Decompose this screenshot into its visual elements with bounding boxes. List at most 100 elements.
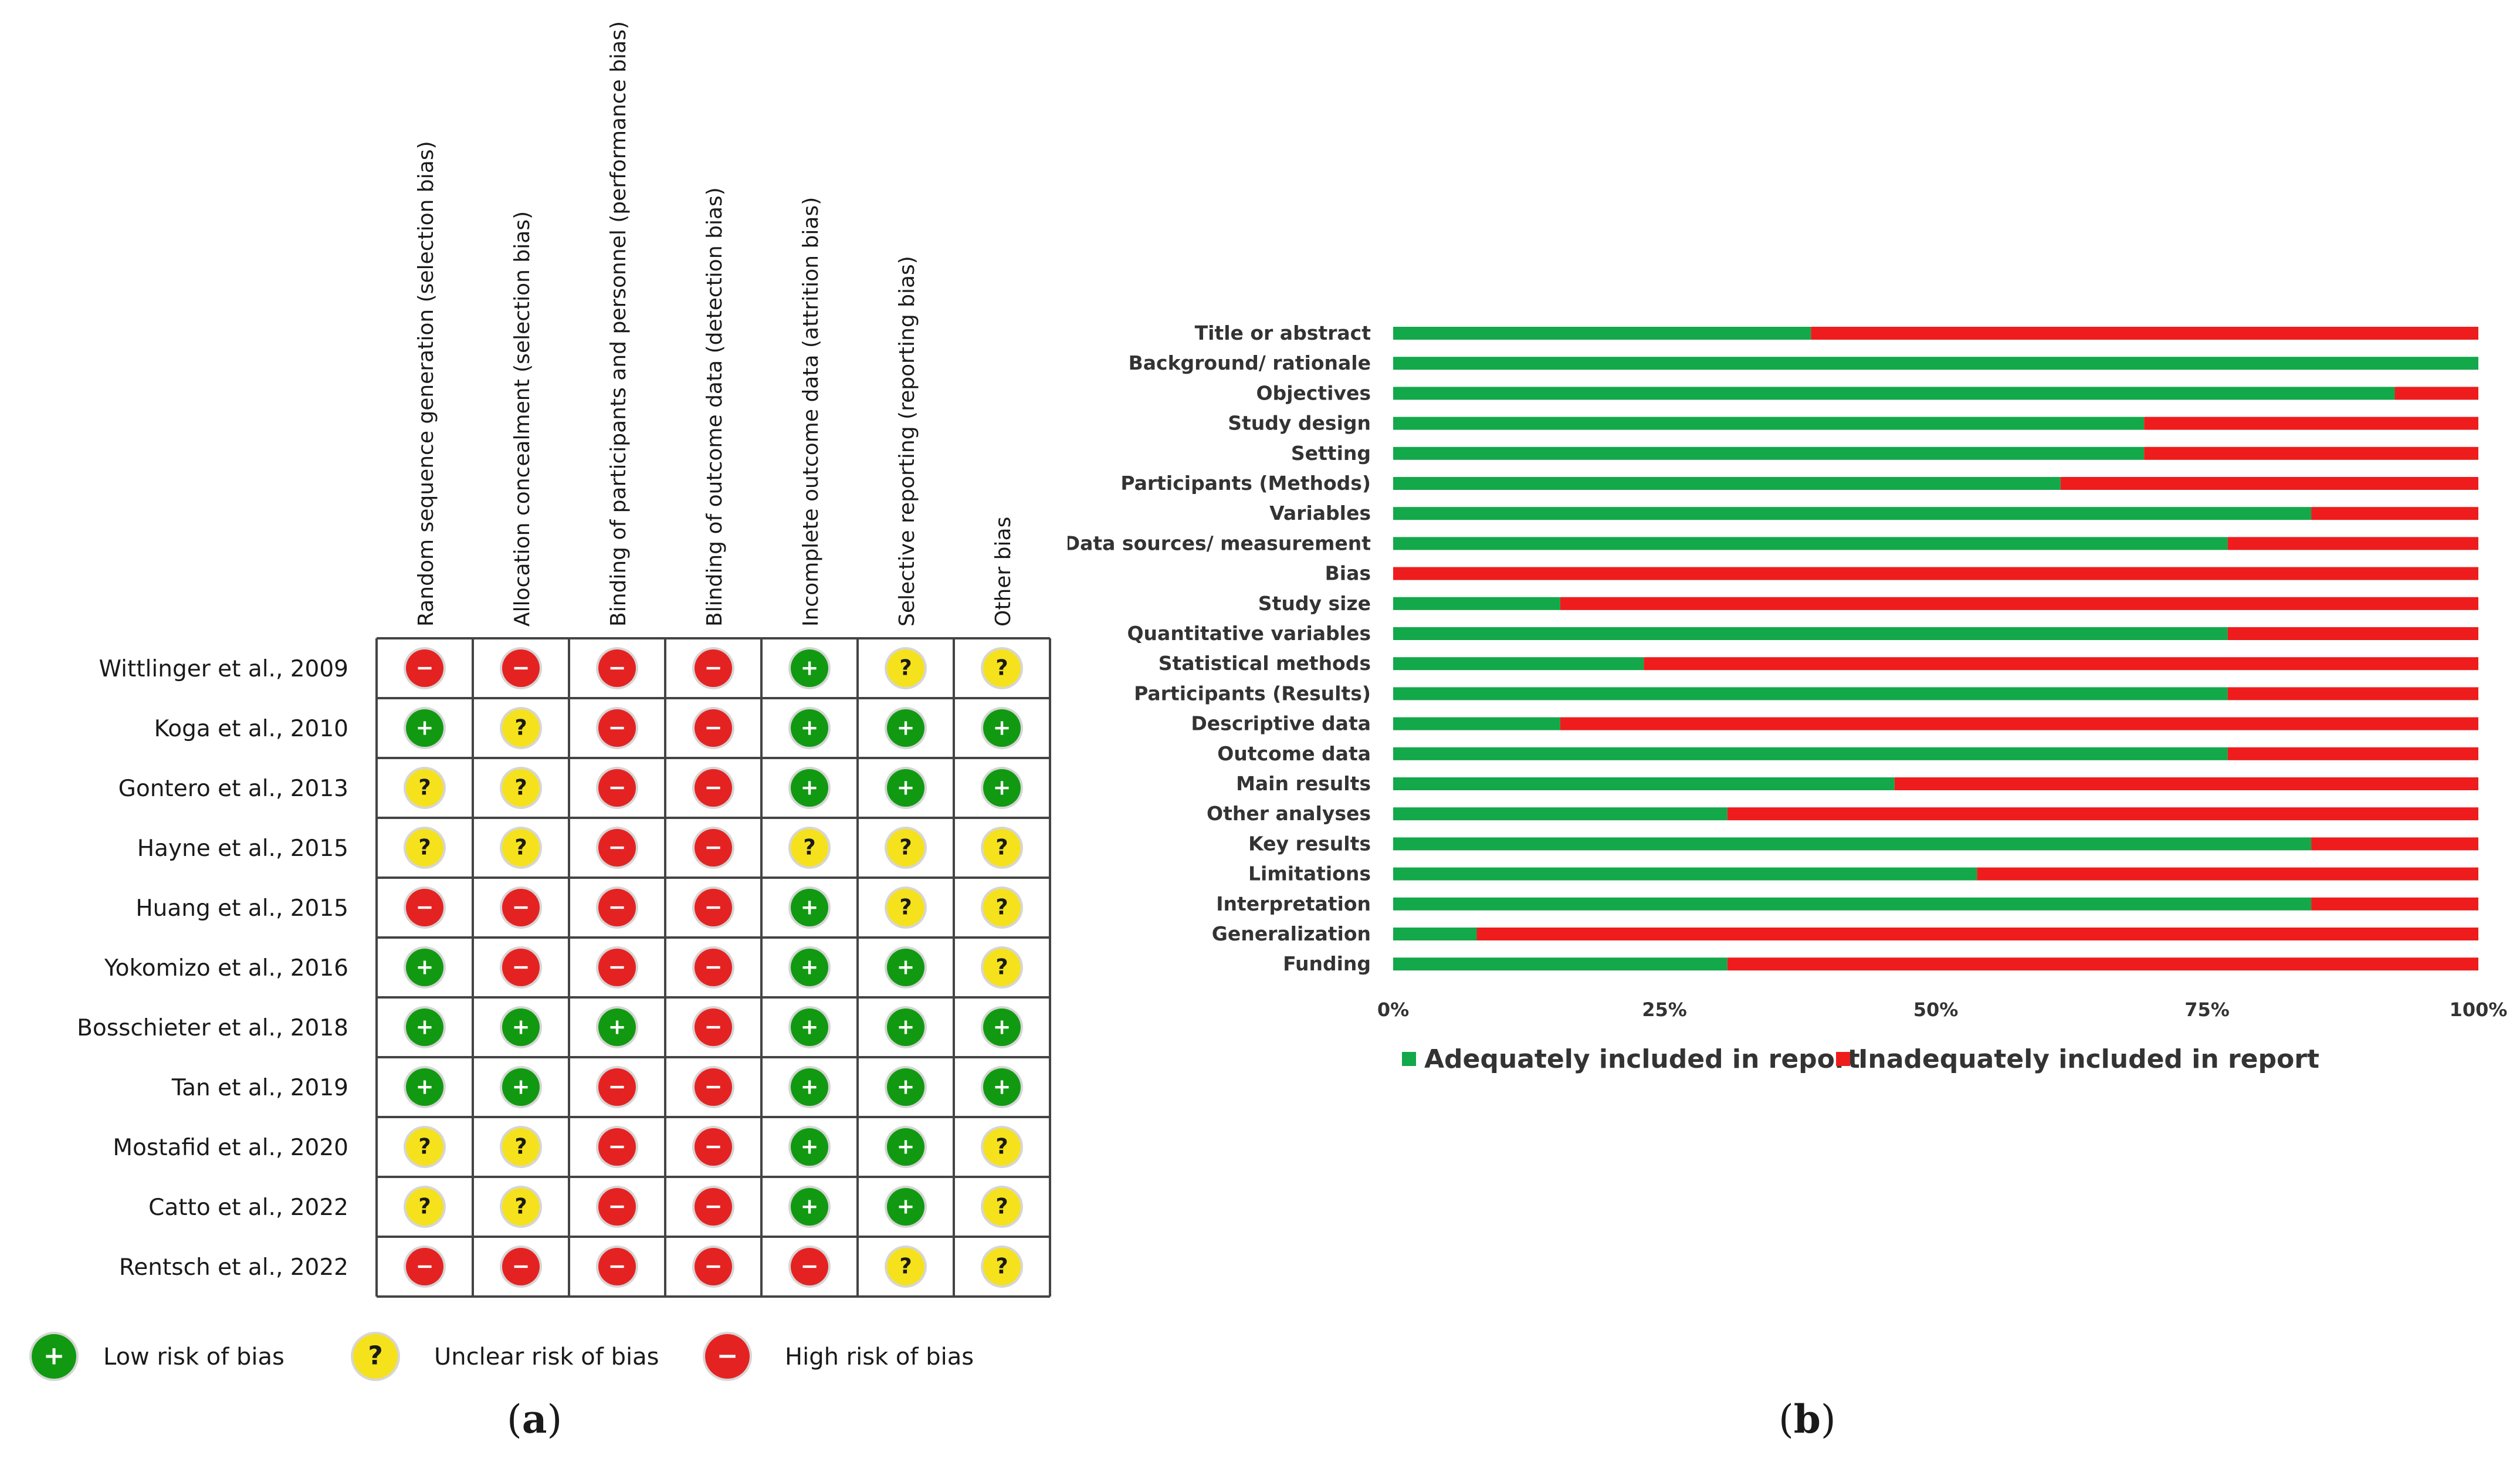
symbol-glyph: + [801, 715, 819, 740]
symbol-disc [502, 709, 540, 747]
symbol-glyph: − [416, 1254, 434, 1279]
category-label: Variables [1269, 502, 1371, 524]
symbol-disc [791, 769, 828, 807]
risk-symbol-low: + [788, 1186, 831, 1228]
symbol-disc [598, 949, 636, 986]
legend-label: High risk of bias [785, 1343, 974, 1370]
symbol-disc [983, 1008, 1021, 1046]
risk-symbol-high: − [404, 1246, 446, 1288]
symbol-glyph: − [704, 1194, 723, 1219]
symbol-glyph: + [512, 1074, 530, 1099]
symbol-glyph: + [993, 1074, 1011, 1099]
risk-symbol-unclear: ? [981, 1126, 1023, 1168]
bar-inadequate [1393, 567, 2478, 580]
risk-of-bias-panel: Random sequence generation (selection bi… [29, 21, 1051, 1381]
bar-adequate [1393, 446, 2145, 460]
risk-symbol-low: + [788, 1006, 831, 1048]
symbol-glyph: + [801, 1194, 819, 1219]
risk-symbol-low: + [788, 647, 831, 689]
symbol-disc [598, 1248, 636, 1285]
x-tick-label: 100% [2450, 999, 2508, 1021]
risk-symbol-unclear: ? [404, 1186, 446, 1228]
bar-adequate [1393, 657, 1644, 671]
symbol-disc [695, 829, 732, 867]
risk-symbol-low: + [788, 707, 831, 749]
symbol-glyph: − [512, 955, 530, 980]
symbol-disc [598, 1008, 636, 1046]
symbol-glyph: + [801, 895, 819, 920]
column-label: Incomplete outcome data (attrition bias) [799, 197, 823, 627]
symbol-glyph: + [993, 1014, 1011, 1040]
symbol-disc [887, 1188, 924, 1226]
bar-inadequate [2227, 687, 2478, 700]
symbol-disc [695, 769, 732, 807]
x-axis-ticks: 0% 25% 50% 75% 100% [1377, 999, 2508, 1021]
bar-adequate [1393, 717, 1560, 730]
symbol-glyph: + [801, 1134, 819, 1159]
category-label: Participants (Results) [1134, 682, 1371, 705]
category-label: Participants (Methods) [1120, 472, 1371, 495]
risk-symbol-high: − [596, 707, 638, 749]
risk-symbol-high: − [596, 1066, 638, 1108]
risk-symbol-low: + [885, 1186, 927, 1228]
bar-adequate [1393, 327, 1811, 340]
symbol-glyph: ? [995, 895, 1008, 920]
reporting-quality-chart: Title or abstract Background/ rationale Ob… [1068, 321, 2508, 1074]
bar-inadequate [2060, 477, 2478, 490]
symbol-disc [406, 1128, 443, 1166]
risk-symbol-low: + [788, 946, 831, 989]
symbol-glyph: − [608, 775, 626, 800]
risk-legend: + Low risk of bias? Unclear risk of bias − H… [29, 1332, 974, 1381]
risk-symbol-high: − [692, 886, 734, 929]
symbol-disc [695, 1248, 732, 1285]
risk-symbol-low: + [981, 707, 1023, 749]
risk-symbol-low: + [885, 946, 927, 989]
symbol-glyph: + [897, 715, 915, 740]
symbol-glyph: − [704, 835, 723, 860]
risk-symbol-high: − [596, 946, 638, 989]
x-tick-label: 0% [1377, 999, 1409, 1021]
symbol-glyph: − [704, 655, 723, 681]
symbol-glyph: + [416, 715, 434, 740]
symbol-disc [983, 829, 1021, 867]
legend-symbol-unclear: ? [351, 1332, 400, 1381]
risk-symbol-low: + [981, 1006, 1023, 1048]
risk-symbol-high: − [596, 827, 638, 869]
category-label: Other analyses [1207, 802, 1371, 825]
symbol-disc [502, 949, 540, 986]
bar-adequate [1393, 837, 2312, 851]
risk-symbol-high: − [596, 886, 638, 929]
symbol-glyph: + [897, 1014, 915, 1040]
symbol-glyph: − [608, 1134, 626, 1159]
symbol-glyph: + [801, 775, 819, 800]
symbol-glyph: ? [514, 835, 527, 860]
symbol-glyph: − [704, 715, 723, 740]
symbol-disc [791, 1008, 828, 1046]
bar-adequate [1393, 807, 1728, 821]
column-label: Other bias [991, 517, 1015, 627]
symbol-disc [791, 709, 828, 747]
symbol-glyph: ? [514, 775, 527, 800]
symbol-glyph: − [704, 1134, 723, 1159]
risk-symbol-high: − [692, 1246, 734, 1288]
symbol-glyph: + [608, 1014, 626, 1040]
bar-adequate [1393, 627, 2228, 640]
study-label: Gontero et al., 2013 [118, 776, 348, 802]
symbol-glyph: ? [899, 835, 912, 860]
bar-adequate [1393, 357, 2478, 370]
symbol-disc [887, 829, 924, 867]
symbol-glyph: ? [995, 955, 1008, 980]
symbol-disc [695, 1128, 732, 1166]
category-label: Main results [1236, 772, 1371, 795]
study-label: Wittlinger et al., 2009 [99, 656, 348, 682]
bar-adequate [1393, 537, 2228, 550]
risk-symbol-high: − [404, 647, 446, 689]
symbol-glyph: ? [803, 835, 815, 860]
symbol-disc [887, 649, 924, 687]
x-tick-label: 50% [1913, 999, 1959, 1021]
symbol-glyph: ? [899, 895, 912, 920]
category-label: Setting [1291, 442, 1371, 465]
symbol-glyph: + [801, 655, 819, 681]
bar-inadequate [1560, 597, 2478, 610]
column-label: Blinding of outcome data (detection bias… [703, 187, 727, 627]
